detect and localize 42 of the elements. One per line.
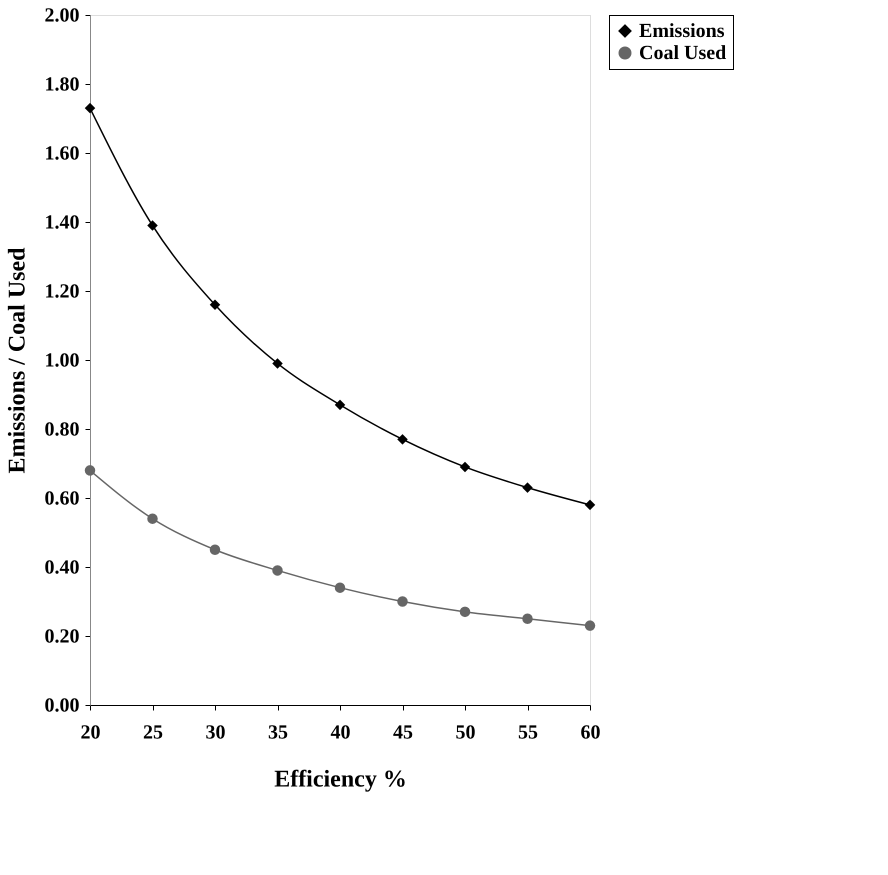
point <box>84 465 96 476</box>
legend-label: Coal Used <box>639 42 726 64</box>
point <box>460 462 470 472</box>
point <box>334 582 346 593</box>
y-tick-label: 2.00 <box>44 4 80 26</box>
point <box>522 482 533 493</box>
point <box>522 614 533 624</box>
point <box>84 102 96 114</box>
point <box>584 620 596 631</box>
y-tick-label: 1.20 <box>44 280 80 302</box>
x-axis-title: Efficiency % <box>274 766 407 792</box>
x-tick-label: 50 <box>456 722 476 744</box>
y-tick-label: 0.20 <box>44 626 80 648</box>
x-tick-label: 60 <box>580 722 600 744</box>
point <box>397 596 408 607</box>
legend-label: Emissions <box>639 20 725 42</box>
point <box>272 565 283 576</box>
x-tick-label: 25 <box>143 722 163 744</box>
y-tick-label: 0.00 <box>44 694 80 716</box>
x-tick-label: 40 <box>330 722 350 744</box>
point <box>147 220 158 231</box>
point <box>210 300 220 310</box>
x-tick-label: 20 <box>80 722 100 744</box>
point <box>584 500 596 510</box>
y-tick-label: 0.60 <box>44 488 80 510</box>
point <box>272 358 283 369</box>
y-axis-title: Emissions / Coal Used <box>4 246 30 474</box>
y-tick-label: 0.80 <box>44 418 80 440</box>
point <box>460 606 470 618</box>
x-tick-label: 35 <box>268 722 288 744</box>
y-tick-label: 1.00 <box>44 350 80 372</box>
y-tick-label: 1.80 <box>44 74 80 96</box>
x-tick-label: 55 <box>518 722 538 744</box>
y-tick-label: 1.60 <box>44 142 80 164</box>
point <box>334 400 346 410</box>
point <box>147 513 158 524</box>
y-tick-label: 0.40 <box>44 556 80 578</box>
x-tick-label: 45 <box>393 722 413 744</box>
point <box>397 434 408 445</box>
y-tick-label: 1.40 <box>44 212 80 234</box>
x-tick-label: 30 <box>206 722 226 744</box>
point <box>210 544 220 555</box>
